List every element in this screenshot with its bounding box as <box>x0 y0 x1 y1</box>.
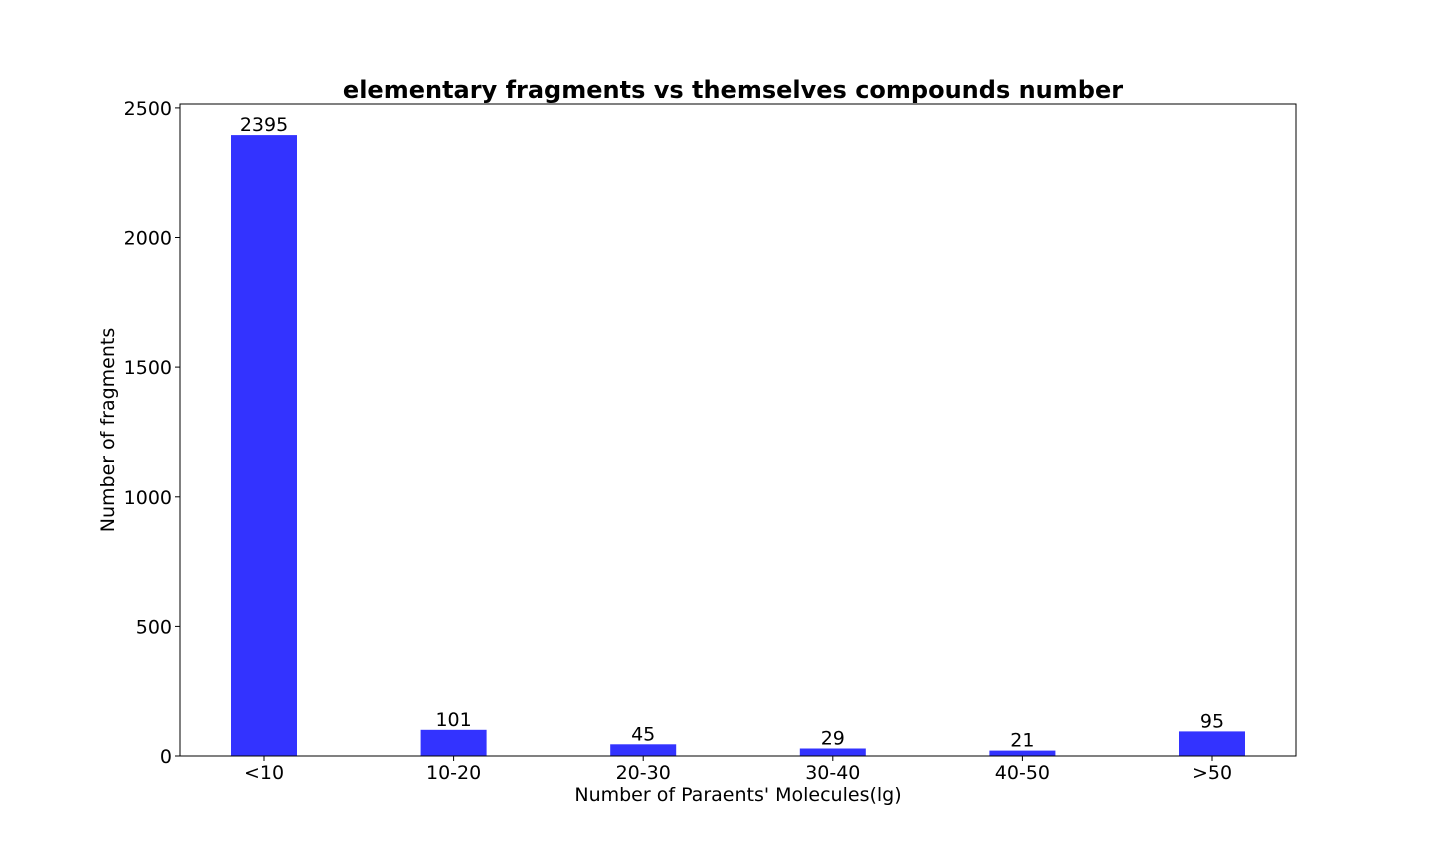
y-tick-label-4: 2000 <box>124 228 172 250</box>
x-tick-label-1: 10-20 <box>426 762 481 784</box>
bars-group: 2395 101 45 29 21 95 <box>231 114 1245 756</box>
x-tick-label-3: 30-40 <box>805 762 860 784</box>
plot-frame <box>180 104 1296 756</box>
bar-2 <box>610 744 676 756</box>
data-label-3: 29 <box>821 728 845 750</box>
data-label-4: 21 <box>1010 730 1034 752</box>
chart-title: elementary fragments vs themselves compo… <box>343 76 1123 104</box>
y-tick-label-3: 1500 <box>124 357 172 379</box>
x-axis: <10 10-20 20-30 30-40 40-50 >50 <box>244 756 1232 784</box>
y-tick-label-2: 1000 <box>124 487 172 509</box>
x-axis-label: Number of Paraents' Molecules(lg) <box>574 784 901 806</box>
bar-3 <box>800 749 866 757</box>
y-tick-label-1: 500 <box>136 616 172 638</box>
x-tick-label-2: 20-30 <box>616 762 671 784</box>
x-tick-label-5: >50 <box>1192 762 1232 784</box>
bar-1 <box>421 730 487 756</box>
x-tick-label-0: <10 <box>244 762 284 784</box>
bar-0 <box>231 135 297 756</box>
bar-5 <box>1179 731 1245 756</box>
y-tick-label-0: 0 <box>160 746 172 768</box>
data-label-1: 101 <box>435 709 471 731</box>
x-tick-label-4: 40-50 <box>995 762 1050 784</box>
data-label-2: 45 <box>631 723 655 745</box>
y-axis-label: Number of fragments <box>97 328 119 533</box>
y-tick-label-5: 2500 <box>124 98 172 120</box>
data-label-5: 95 <box>1200 710 1224 732</box>
y-axis: 0 500 1000 1500 2000 2500 <box>124 98 180 768</box>
data-label-0: 2395 <box>240 114 288 136</box>
